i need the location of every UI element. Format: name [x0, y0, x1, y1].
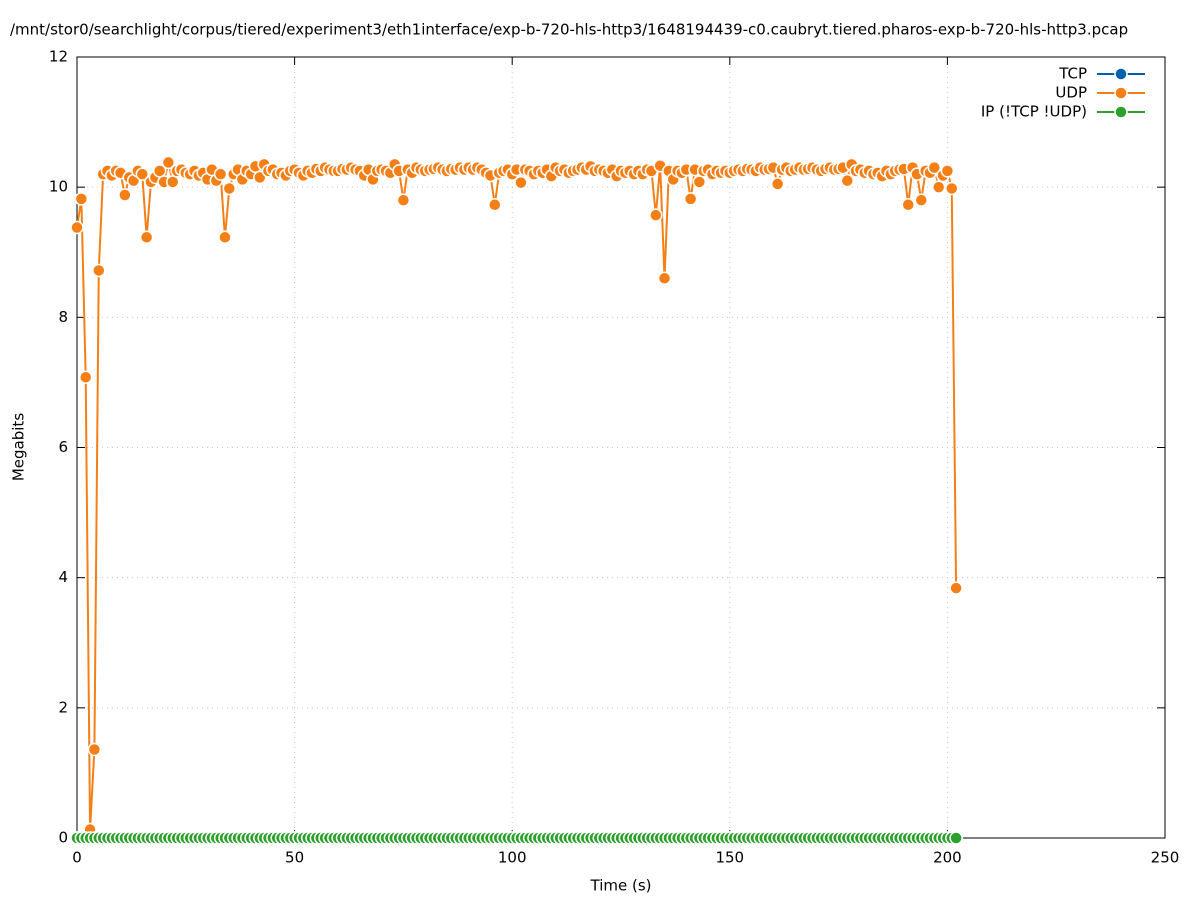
legend-marker: [1114, 105, 1128, 119]
data-point: [940, 164, 955, 178]
data-point: [218, 230, 232, 245]
y-tick-label: 6: [58, 438, 68, 456]
data-point: [945, 181, 959, 196]
chart-title: /mnt/stor0/searchlight/corpus/tiered/exp…: [10, 21, 1128, 39]
legend-label: TCP: [1058, 65, 1087, 83]
y-tick-label: 4: [58, 568, 68, 586]
legend-marker: [1114, 67, 1128, 81]
x-tick-label: 200: [933, 849, 962, 867]
x-tick-label: 0: [72, 849, 82, 867]
y-tick-label: 2: [58, 698, 68, 716]
data-point: [135, 167, 150, 181]
y-axis-label: Megabits: [10, 413, 28, 481]
data-point: [914, 193, 929, 207]
data-point: [222, 181, 237, 196]
data-point: [692, 175, 707, 189]
data-point: [901, 197, 915, 212]
data-point: [514, 175, 528, 190]
x-tick-label: 250: [1151, 849, 1180, 867]
data-point: [840, 173, 855, 188]
data-point: [70, 220, 84, 235]
data-point: [657, 271, 672, 286]
y-tick-label: 10: [49, 178, 68, 196]
x-tick-label: 150: [715, 849, 744, 867]
data-point: [165, 175, 180, 189]
data-point: [139, 230, 154, 245]
data-point: [683, 192, 698, 206]
data-point: [213, 167, 228, 181]
x-tick-label: 50: [285, 849, 304, 867]
y-tick-label: 12: [49, 48, 68, 66]
data-point: [74, 192, 89, 206]
y-tick-label: 8: [58, 308, 68, 326]
data-point: [949, 581, 963, 595]
data-point: [488, 197, 502, 212]
legend-label: UDP: [1055, 84, 1087, 102]
y-tick-label: 0: [58, 829, 68, 847]
data-point: [87, 742, 102, 757]
legend-label: IP (!TCP !UDP): [981, 103, 1087, 121]
data-point: [949, 831, 963, 845]
data-point: [78, 370, 93, 384]
legend-marker: [1114, 86, 1128, 100]
x-axis-label: Time (s): [590, 877, 652, 895]
data-point: [118, 188, 132, 202]
data-point: [161, 155, 176, 170]
data-point: [649, 208, 663, 222]
data-point: [931, 180, 946, 194]
data-point: [770, 177, 785, 191]
x-tick-label: 100: [498, 849, 527, 867]
data-point: [927, 160, 942, 175]
data-point: [396, 193, 411, 207]
data-point: [92, 263, 106, 278]
